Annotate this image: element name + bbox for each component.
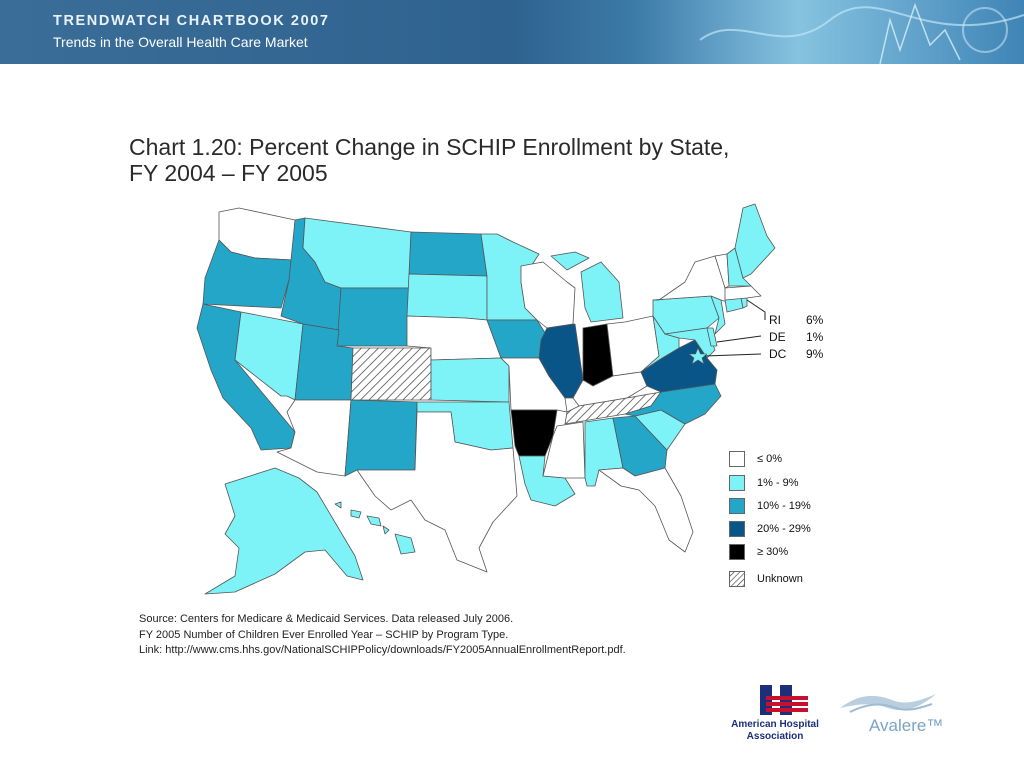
state-hi	[334, 501, 416, 555]
aha-logo: American Hospital Association	[722, 683, 832, 747]
avalere-wave-icon	[840, 694, 936, 713]
state-ma	[724, 285, 762, 301]
chartbook-subtitle: Trends in the Overall Health Care Market	[53, 34, 308, 50]
state-ny	[652, 255, 728, 303]
legend-swatch-unknown	[729, 571, 745, 587]
chartbook-title: TRENDWATCH CHARTBOOK 2007	[53, 13, 330, 29]
state-nd	[408, 231, 488, 277]
chart-title-line1: Chart 1.20: Percent Change in SCHIP Enro…	[129, 134, 730, 160]
state-fl	[598, 467, 694, 553]
legend-label-20-29: 20% - 29%	[757, 523, 811, 535]
aha-name-line1: American Hospital	[731, 719, 819, 730]
aha-name: American Hospital Association	[722, 719, 828, 743]
callout-abbr-de: DE	[769, 330, 786, 344]
chart-title-line2: FY 2004 – FY 2005	[129, 160, 328, 186]
source-line1: Source: Centers for Medicare & Medicaid …	[139, 613, 514, 625]
state-wy	[336, 287, 410, 347]
header-decoration	[699, 2, 1024, 64]
state-la	[518, 455, 576, 507]
state-nm	[344, 399, 418, 477]
avalere-logo: Avalere™	[836, 690, 946, 740]
source-note: Source: Centers for Medicare & Medicaid …	[139, 612, 626, 659]
state-ak	[204, 467, 364, 595]
avalere-name: Avalere™	[869, 716, 944, 735]
legend-label-1-9: 1% - 9%	[757, 477, 799, 489]
chart-title: Chart 1.20: Percent Change in SCHIP Enro…	[129, 134, 849, 186]
state-nc	[624, 383, 722, 425]
source-line2: FY 2005 Number of Children Ever Enrolled…	[139, 628, 509, 641]
us-map	[196, 203, 776, 595]
dc-star-marker	[688, 347, 708, 365]
callout-value-dc: 9%	[806, 347, 824, 361]
legend-label-ge30: ≥ 30%	[757, 546, 789, 558]
callout-value-ri: 6%	[806, 313, 824, 327]
state-de	[706, 327, 718, 347]
state-co	[350, 347, 432, 401]
legend-swatch-10-19	[729, 498, 745, 514]
legend-label-10-19: 10% - 19%	[757, 500, 811, 512]
legend-label-unknown: Unknown	[757, 573, 803, 585]
state-sd	[406, 273, 488, 321]
legend-label-le0: ≤ 0%	[757, 453, 782, 465]
callout-abbr-ri: RI	[769, 313, 781, 327]
state-ks	[430, 357, 510, 403]
legend-swatch-ge30	[729, 544, 745, 560]
header-banner: TRENDWATCH CHARTBOOK 2007 Trends in the …	[0, 0, 1024, 64]
legend-swatch-20-29	[729, 521, 745, 537]
dc-leader-line	[704, 353, 762, 357]
state-me	[734, 203, 776, 279]
state-mi	[550, 251, 624, 323]
aha-name-line2: Association	[746, 731, 804, 742]
de-leader-line	[716, 335, 762, 343]
state-il	[538, 323, 584, 399]
state-ms	[542, 421, 586, 479]
aha-h-icon	[760, 685, 808, 715]
callout-abbr-dc: DC	[769, 347, 787, 361]
callout-value-de: 1%	[806, 330, 824, 344]
ri-leader-line	[746, 299, 766, 320]
state-nh	[726, 247, 752, 287]
legend-swatch-le0	[729, 451, 745, 467]
source-link[interactable]: Link: http://www.cms.hhs.gov/NationalSCH…	[139, 644, 626, 656]
state-tx	[356, 411, 518, 573]
legend-swatch-1-9	[729, 475, 745, 491]
